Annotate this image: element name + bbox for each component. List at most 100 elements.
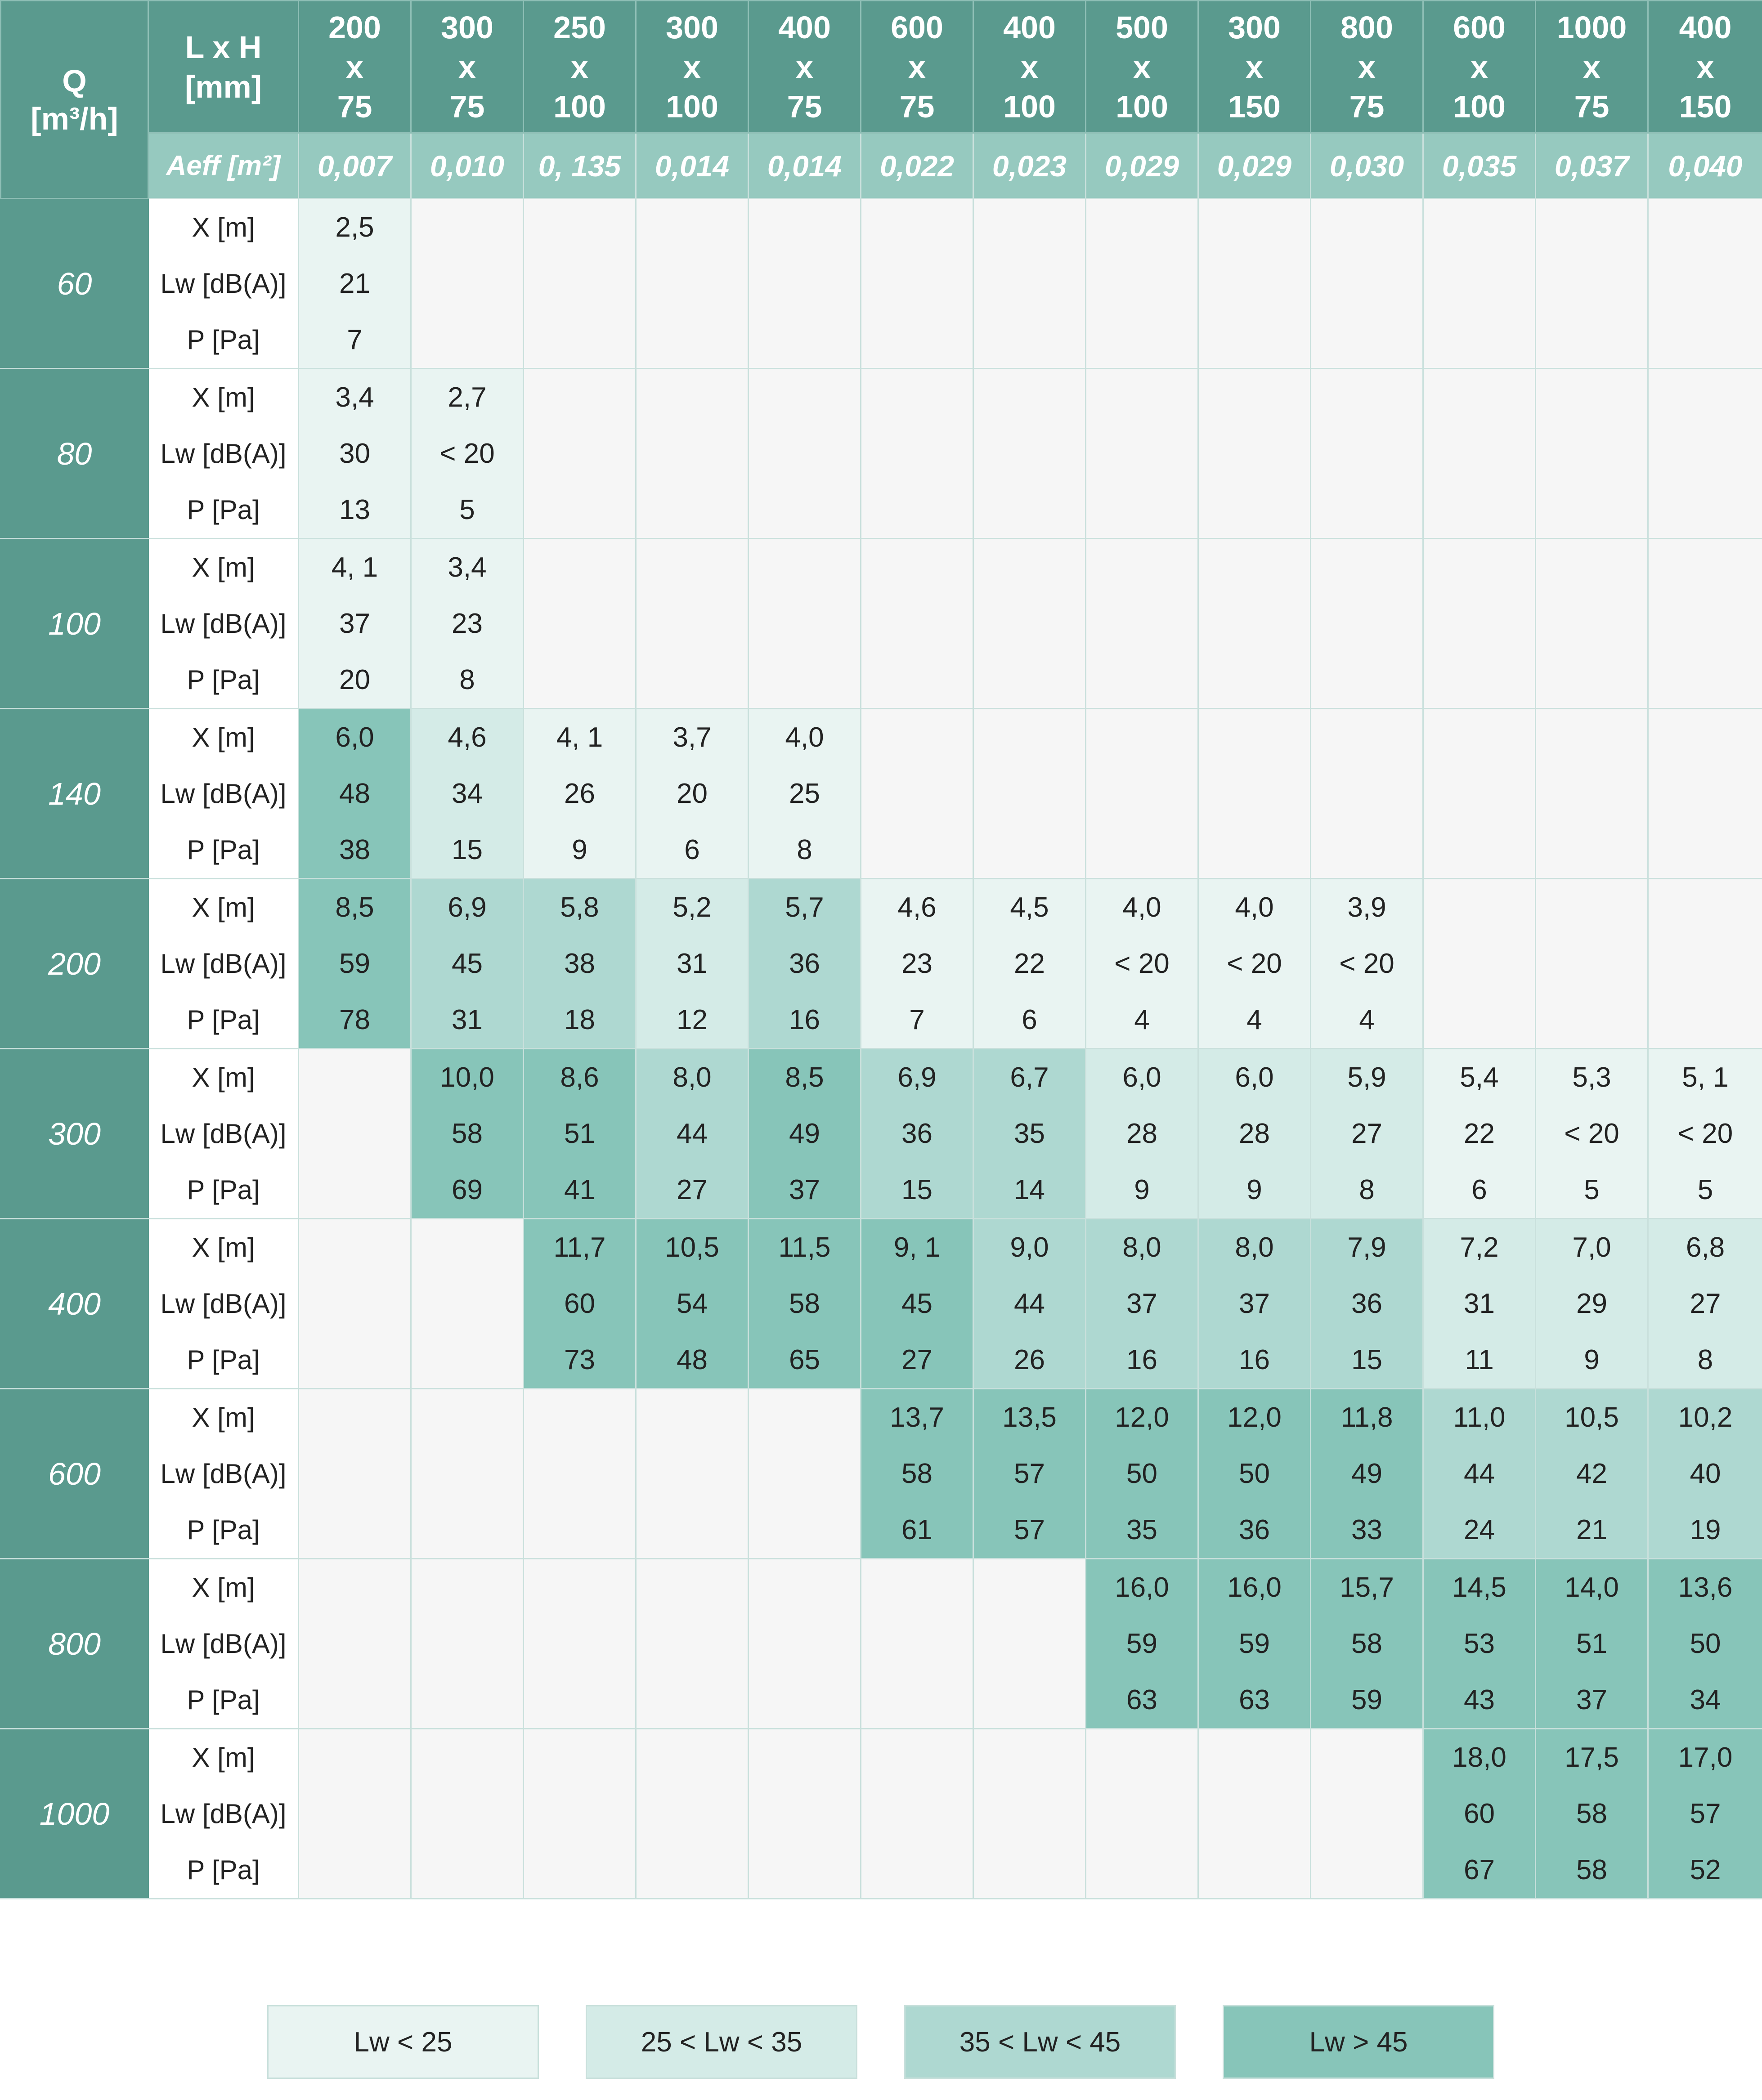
- aeff-label: Aeff [m²]: [148, 132, 299, 199]
- value-cell: 5,4 22 6: [1422, 1048, 1536, 1219]
- value-cell: 5,9 27 8: [1310, 1048, 1424, 1219]
- value-line: 26: [564, 778, 595, 809]
- value-line: 31: [1464, 1288, 1495, 1319]
- value-line: 29: [1576, 1288, 1607, 1319]
- value-cell: 11,5 58 65: [748, 1218, 861, 1389]
- value-cell: 7,9 36 15: [1310, 1218, 1424, 1389]
- parameter-label: P [Pa]: [187, 1005, 260, 1035]
- value-line: 27: [1351, 1118, 1382, 1149]
- value-line: 45: [901, 1288, 933, 1319]
- value-line: 6: [684, 834, 700, 865]
- value-cell: [410, 1218, 524, 1389]
- column-dimension-line: x: [458, 49, 476, 85]
- column-dimension-line: 300: [441, 9, 493, 45]
- parameter-label: P [Pa]: [187, 1515, 260, 1545]
- value-line: 5: [459, 494, 475, 525]
- parameter-label: Lw [dB(A)]: [160, 779, 287, 809]
- value-cell: [860, 1728, 974, 1899]
- value-cell: [973, 1558, 1086, 1729]
- value-cell: [1422, 538, 1536, 709]
- value-line: 11,8: [1341, 1402, 1393, 1433]
- value-line: 4: [1134, 1004, 1150, 1035]
- value-line: 4,6: [448, 722, 487, 753]
- value-line: 14,0: [1565, 1572, 1619, 1603]
- value-line: 48: [677, 1344, 708, 1375]
- aeff-value: 0,037: [1535, 132, 1649, 199]
- value-line: 7,2: [1460, 1232, 1499, 1263]
- value-cell: [523, 368, 637, 539]
- value-line: 8,5: [785, 1062, 824, 1093]
- column-dimension-line: x: [1696, 49, 1714, 85]
- parameter-label: P [Pa]: [187, 495, 260, 525]
- value-cell: [860, 708, 974, 879]
- column-dimension-header: 250 x 100: [523, 0, 637, 134]
- value-line: 4,6: [897, 892, 937, 923]
- value-cell: 3,7 20 6: [635, 708, 749, 879]
- column-dimension-line: 400: [1003, 9, 1056, 45]
- table-row: 800 X [m] Lw [dB(A)] P [Pa] 16,0 59 63 16,0 59 63…: [0, 1558, 1762, 1729]
- flow-rate-cell: 200: [0, 878, 149, 1049]
- value-line: 17,0: [1678, 1742, 1733, 1773]
- value-line: 16,0: [1115, 1572, 1169, 1603]
- value-line: 11,7: [553, 1232, 606, 1263]
- value-line: 9: [1246, 1174, 1262, 1205]
- column-dimension-line: x: [1583, 49, 1601, 85]
- value-line: 16,0: [1227, 1572, 1282, 1603]
- column-dimension-line: 150: [1228, 89, 1281, 124]
- value-line: 38: [564, 948, 595, 979]
- column-dimension-line: 500: [1116, 9, 1168, 45]
- value-line: 5, 1: [1682, 1062, 1729, 1093]
- value-cell: 10,0 58 69: [410, 1048, 524, 1219]
- value-line: < 20: [1564, 1118, 1619, 1149]
- value-line: 9: [1584, 1344, 1600, 1375]
- value-line: 36: [789, 948, 820, 979]
- performance-table-wrapper: Q [m³/h] L x H [mm] 200 x 75 300 x 75 250 x 100 300 x 1…: [0, 0, 1762, 1899]
- value-cell: 8,5 59 78: [298, 878, 412, 1049]
- value-cell: 6,8 27 8: [1647, 1218, 1762, 1389]
- value-cell: [523, 1728, 637, 1899]
- value-cell: 14,5 53 43: [1422, 1558, 1536, 1729]
- parameter-labels-cell: X [m] Lw [dB(A)] P [Pa]: [148, 1048, 299, 1219]
- column-dimension-line: x: [796, 49, 813, 85]
- header-row-dimensions: Q [m³/h] L x H [mm] 200 x 75 300 x 75 250 x 100 300 x 1…: [0, 0, 1762, 199]
- value-line: 34: [1690, 1684, 1721, 1715]
- value-line: 10,2: [1678, 1402, 1733, 1433]
- table-header: Q [m³/h] L x H [mm] 200 x 75 300 x 75 250 x 100 300 x 1…: [0, 0, 1762, 199]
- column-dimension-header: 400 x 150: [1647, 0, 1762, 134]
- value-line: 10,5: [665, 1232, 719, 1263]
- value-line: 15: [901, 1174, 933, 1205]
- value-line: 9: [572, 834, 587, 865]
- value-line: 58: [1351, 1628, 1382, 1659]
- value-cell: 6,0 48 38: [298, 708, 412, 879]
- aeff-value: 0,010: [410, 132, 524, 199]
- value-cell: [748, 1558, 861, 1729]
- parameter-labels-cell: X [m] Lw [dB(A)] P [Pa]: [148, 708, 299, 879]
- value-line: 4: [1246, 1004, 1262, 1035]
- value-line: 25: [789, 778, 820, 809]
- value-line: 7: [347, 324, 363, 355]
- value-line: 17,5: [1565, 1742, 1619, 1773]
- table-row: 140 X [m] Lw [dB(A)] P [Pa] 6,0 48 38 4,6 34 15 4,…: [0, 708, 1762, 879]
- value-line: 20: [339, 664, 370, 695]
- value-line: 8,5: [335, 892, 374, 923]
- value-line: 51: [564, 1118, 595, 1149]
- value-cell: [860, 538, 974, 709]
- value-line: 8: [1359, 1174, 1375, 1205]
- table-row: 300 X [m] Lw [dB(A)] P [Pa] 10,0 58 69 8,6 51 41 8…: [0, 1048, 1762, 1219]
- column-dimension-line: 800: [1341, 9, 1393, 45]
- value-cell: [1647, 538, 1762, 709]
- value-cell: [748, 368, 861, 539]
- column-dimension-line: 100: [1116, 89, 1168, 124]
- value-line: 27: [1690, 1288, 1721, 1319]
- value-cell: 12,0 50 36: [1197, 1388, 1311, 1559]
- value-line: 78: [339, 1004, 370, 1035]
- value-line: 34: [452, 778, 483, 809]
- value-cell: [1535, 198, 1649, 369]
- value-line: 9,0: [1010, 1232, 1049, 1263]
- value-line: 11,0: [1453, 1402, 1506, 1433]
- column-dimension-line: 1000: [1556, 9, 1627, 45]
- value-cell: 12,0 50 35: [1085, 1388, 1199, 1559]
- value-line: 22: [1014, 948, 1045, 979]
- value-cell: [1310, 198, 1424, 369]
- parameter-label: P [Pa]: [187, 835, 260, 865]
